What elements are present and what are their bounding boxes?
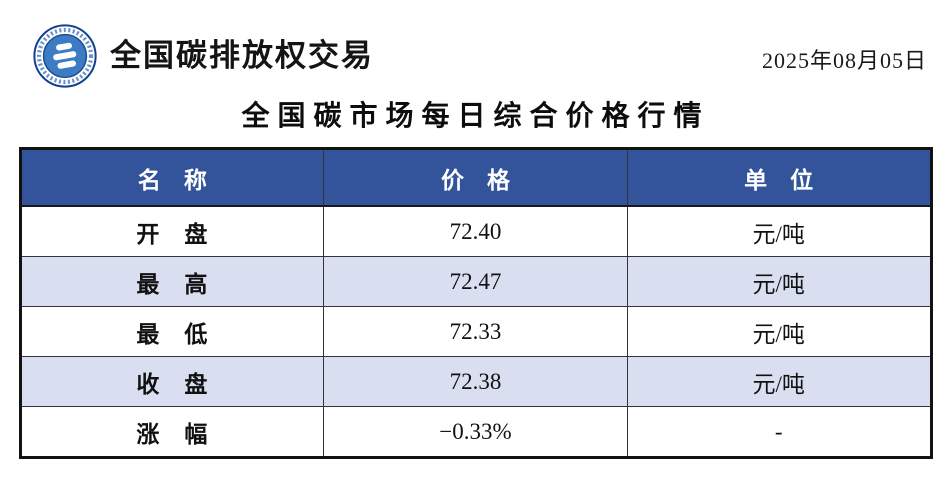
row-label: 收 盘 <box>19 356 325 407</box>
row-unit: 元/吨 <box>626 356 932 407</box>
row-price: 72.40 <box>323 205 628 257</box>
row-unit: - <box>626 406 932 458</box>
col-header-unit: 单 位 <box>626 148 932 207</box>
brand-group: 全国碳排放权交易 <box>32 23 374 89</box>
row-price: 72.33 <box>323 306 628 357</box>
price-table: 名 称 价 格 单 位 开 盘 72.40 元/吨 最 高 72.47 元/吨 … <box>18 147 933 459</box>
row-price: 72.47 <box>323 256 628 307</box>
table-header-row: 名 称 价 格 单 位 <box>19 148 932 207</box>
carbon-price-bulletin: 全国碳排放权交易 2025年08月05日 全国碳市场每日综合价格行情 名 称 价… <box>0 0 951 459</box>
col-header-name: 名 称 <box>19 148 325 207</box>
table-row-change: 涨 幅 −0.33% - <box>19 406 932 458</box>
row-label: 最 高 <box>19 256 325 307</box>
row-label: 涨 幅 <box>19 406 325 458</box>
table-row-low: 最 低 72.33 元/吨 <box>19 306 932 357</box>
row-unit: 元/吨 <box>626 205 932 257</box>
brand-title: 全国碳排放权交易 <box>110 38 374 73</box>
ceex-logo-icon <box>33 24 97 88</box>
table-row-open: 开 盘 72.40 元/吨 <box>19 205 932 257</box>
row-price: −0.33% <box>323 406 628 458</box>
table-row-close: 收 盘 72.38 元/吨 <box>19 356 932 407</box>
row-label: 最 低 <box>19 306 325 357</box>
row-unit: 元/吨 <box>626 256 932 307</box>
page-title: 全国碳市场每日综合价格行情 <box>241 101 710 132</box>
table-row-high: 最 高 72.47 元/吨 <box>19 256 932 307</box>
row-label: 开 盘 <box>19 205 325 257</box>
bulletin-header: 全国碳排放权交易 2025年08月05日 <box>0 0 951 89</box>
row-unit: 元/吨 <box>626 306 932 357</box>
col-header-price: 价 格 <box>323 148 628 207</box>
row-price: 72.38 <box>323 356 628 407</box>
report-date: 2025年08月05日 <box>761 48 927 73</box>
